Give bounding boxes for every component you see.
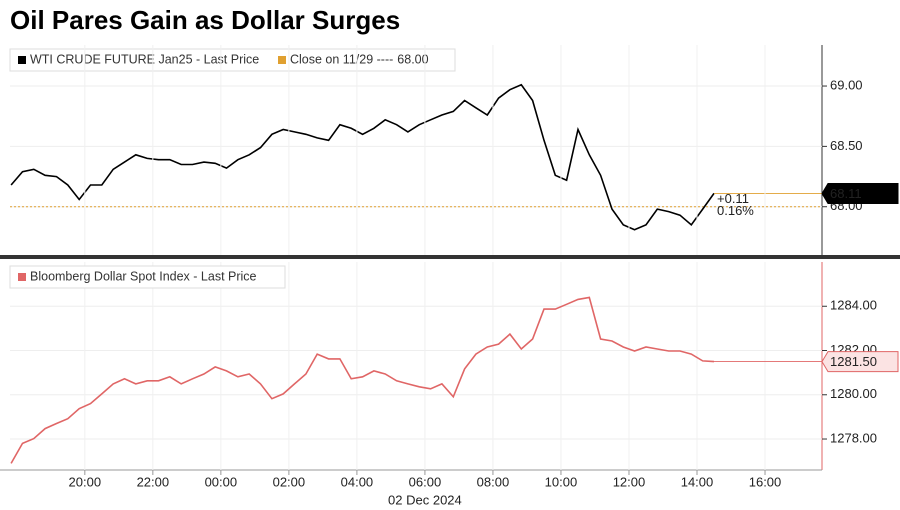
last-value-box xyxy=(821,351,899,373)
legend-swatch xyxy=(18,273,26,281)
x-tick-label: 02:00 xyxy=(273,474,306,489)
chart-title: Oil Pares Gain as Dollar Surges xyxy=(10,5,400,35)
y-tick-label: 1278.00 xyxy=(830,430,877,445)
legend-label: Close on 11/29 ---- xyxy=(290,52,393,66)
y-tick-label: 1284.00 xyxy=(830,298,877,313)
y-tick-label: 1280.00 xyxy=(830,386,877,401)
x-tick-label: 14:00 xyxy=(681,474,714,489)
legend-label: Bloomberg Dollar Spot Index - Last Price xyxy=(30,269,257,283)
last-value-label: 68.11 xyxy=(830,186,862,201)
x-date-label: 02 Dec 2024 xyxy=(388,492,462,507)
line xyxy=(10,296,715,464)
legend-label: WTI CRUDE FUTURE Jan25 - Last Price xyxy=(30,52,259,66)
x-tick-label: 06:00 xyxy=(409,474,442,489)
line xyxy=(10,83,715,231)
last-value-label: 1281.50 xyxy=(830,354,877,369)
y-tick-label: 68.50 xyxy=(830,138,863,153)
legend-swatch xyxy=(278,56,286,64)
x-tick-label: 04:00 xyxy=(341,474,374,489)
x-tick-label: 16:00 xyxy=(749,474,782,489)
panel-separator xyxy=(0,255,900,259)
last-value-box xyxy=(821,182,899,204)
x-tick-label: 08:00 xyxy=(477,474,510,489)
x-tick-label: 10:00 xyxy=(545,474,578,489)
x-tick-label: 12:00 xyxy=(613,474,646,489)
change-label: +0.11 xyxy=(717,191,749,206)
change-pct-label: 0.16% xyxy=(717,203,754,218)
x-tick-label: 20:00 xyxy=(69,474,102,489)
legend-swatch xyxy=(18,56,26,64)
x-tick-label: 22:00 xyxy=(137,474,170,489)
y-tick-label: 69.00 xyxy=(830,77,863,92)
legend-box xyxy=(9,265,286,289)
x-tick-label: 00:00 xyxy=(205,474,238,489)
legend-value: 68.00 xyxy=(397,52,428,66)
legend-box xyxy=(9,48,456,72)
